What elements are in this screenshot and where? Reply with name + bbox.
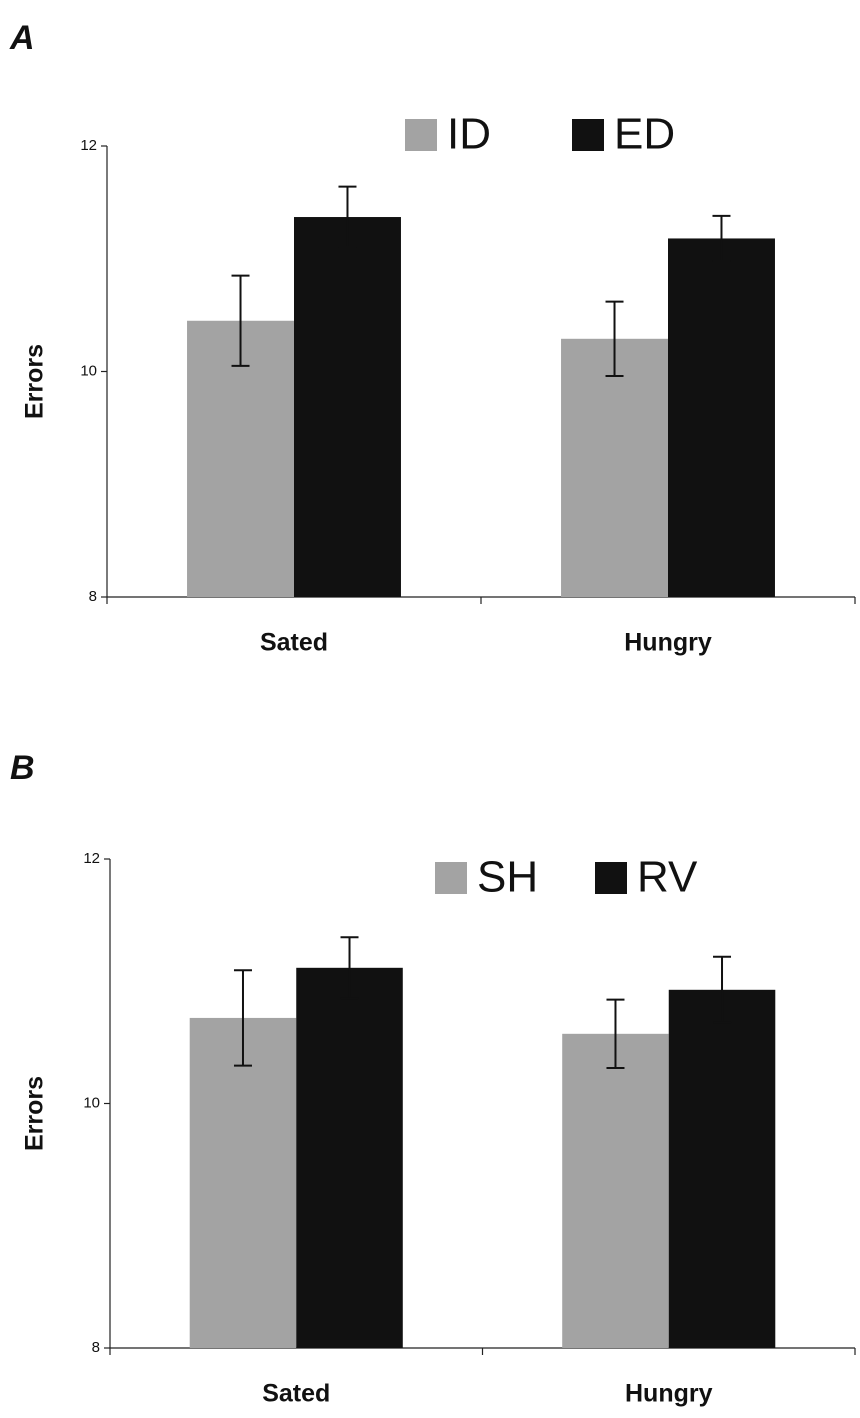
legend-label: ED [614, 110, 675, 159]
bar [294, 217, 401, 597]
legend-swatch [572, 119, 604, 151]
legend-swatch [435, 862, 467, 894]
y-axis-label: Errors [21, 1076, 49, 1151]
x-tick-label: Sated [260, 629, 328, 657]
y-axis-label: Errors [21, 344, 49, 419]
x-tick-label: Sated [262, 1380, 330, 1408]
bar [668, 238, 775, 597]
bar [189, 1017, 297, 1348]
y-tick-label: 12 [80, 137, 97, 154]
y-tick-label: 10 [80, 362, 97, 379]
bar [296, 967, 403, 1348]
bar [562, 1033, 669, 1348]
bar [561, 338, 668, 597]
y-tick-label: 8 [92, 1339, 100, 1356]
panel-label: B [10, 749, 35, 787]
x-tick-label: Hungry [624, 629, 712, 657]
bar [668, 989, 776, 1348]
legend-label: RV [637, 853, 698, 902]
y-tick-label: 8 [89, 588, 97, 605]
legend-label: SH [477, 853, 538, 902]
x-tick-label: Hungry [625, 1380, 713, 1408]
y-tick-label: 10 [83, 1094, 100, 1111]
panel-label: A [9, 19, 35, 57]
legend-label: ID [447, 110, 491, 159]
legend-swatch [595, 862, 627, 894]
legend-swatch [405, 119, 437, 151]
y-tick-label: 12 [83, 850, 100, 867]
